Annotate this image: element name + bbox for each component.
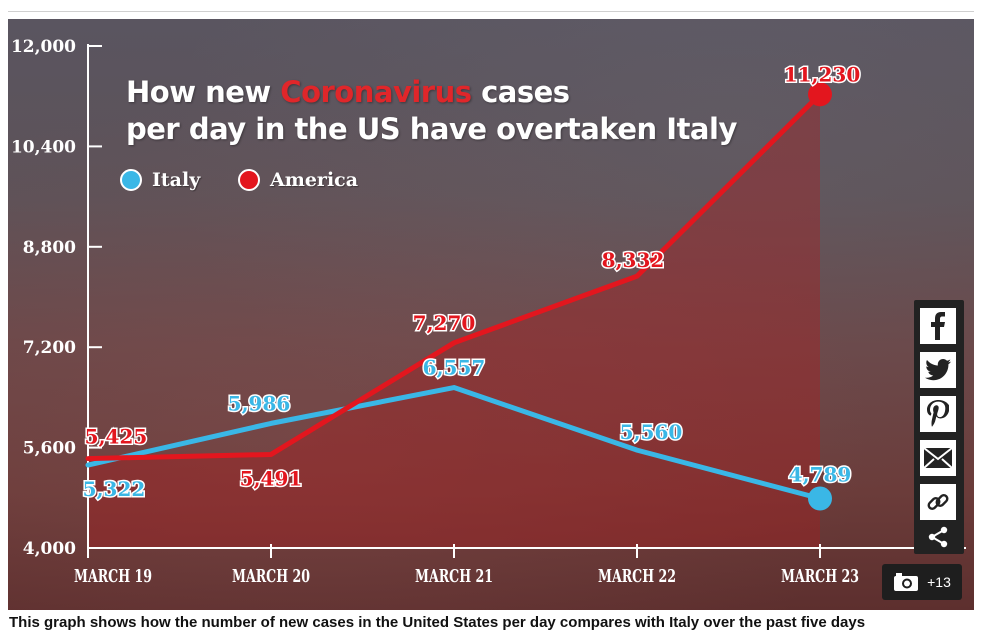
facebook-share-button[interactable] [920,308,956,344]
gallery-count: +13 [927,574,951,590]
x-tick-label: MARCH 20 [232,566,310,587]
data-label-america: 5,491 [240,466,303,490]
share-icon [928,526,948,548]
legend-swatch-italy [120,169,142,191]
data-label-italy: 6,557 [423,356,486,380]
y-tick-label: 10,400 [11,137,76,157]
end-point-italy [808,486,832,511]
end-point-america [808,82,832,107]
camera-icon [894,573,919,591]
y-tick-label: 7,200 [23,338,76,358]
title-highlight: Coronavirus [280,75,472,109]
legend-item-italy: Italy [120,167,200,193]
chart-background-texture [8,19,974,610]
legend-label-america: America [270,169,359,191]
data-label-italy: 5,560 [620,420,683,444]
gallery-button[interactable]: +13 [882,564,962,600]
x-tick-label: MARCH 22 [598,566,676,587]
pinterest-share-button[interactable] [920,396,956,432]
chart-title: How new Coronavirus cases per day in the… [126,74,737,148]
series-line-america [85,91,823,462]
data-label-america: 7,270 [413,311,476,335]
title-line-2: per day in the US have overtaken Italy [126,112,737,146]
data-label-america: 11,230 [784,62,861,86]
more-share-button[interactable] [920,522,956,552]
y-tick-label: 12,000 [11,37,76,57]
pinterest-icon [927,400,949,427]
data-label-america: 8,332 [602,248,665,272]
legend-label-italy: Italy [152,169,201,191]
data-label-italy: 4,789 [789,462,852,486]
x-tick-label: MARCH 23 [781,566,859,587]
share-bar [914,300,964,554]
title-part-1: How new [126,75,281,109]
top-divider [8,11,974,12]
data-label-italy: 5,322 [83,477,146,501]
copy-link-button[interactable] [920,484,956,520]
link-icon [927,494,949,510]
image-caption: This graph shows how the number of new c… [9,614,866,631]
data-label-america: 5,425 [85,425,148,449]
data-label-italy: 5,986 [228,391,291,415]
title-part-3: cases [471,75,570,109]
email-share-button[interactable] [920,440,956,476]
twitter-share-button[interactable] [920,352,956,388]
email-icon [923,447,953,469]
legend-item-america: America [238,167,358,193]
y-tick-label: 5,600 [23,439,76,459]
twitter-icon [925,359,951,381]
x-tick-label: MARCH 19 [74,566,152,587]
x-tick-label: MARCH 21 [415,566,493,587]
america-area-fill [88,94,820,548]
series-line-italy [85,385,823,501]
line-chart: 12,000 10,400 8,800 7,200 5,600 4,000 MARCH 19… [11,37,966,587]
y-tick-label: 8,800 [23,238,76,258]
chart-frame: 12,000 10,400 8,800 7,200 5,600 4,000 MARCH 19… [8,19,974,610]
facebook-icon [931,312,945,340]
legend-swatch-america [238,169,260,191]
y-tick-label: 4,000 [23,539,76,559]
